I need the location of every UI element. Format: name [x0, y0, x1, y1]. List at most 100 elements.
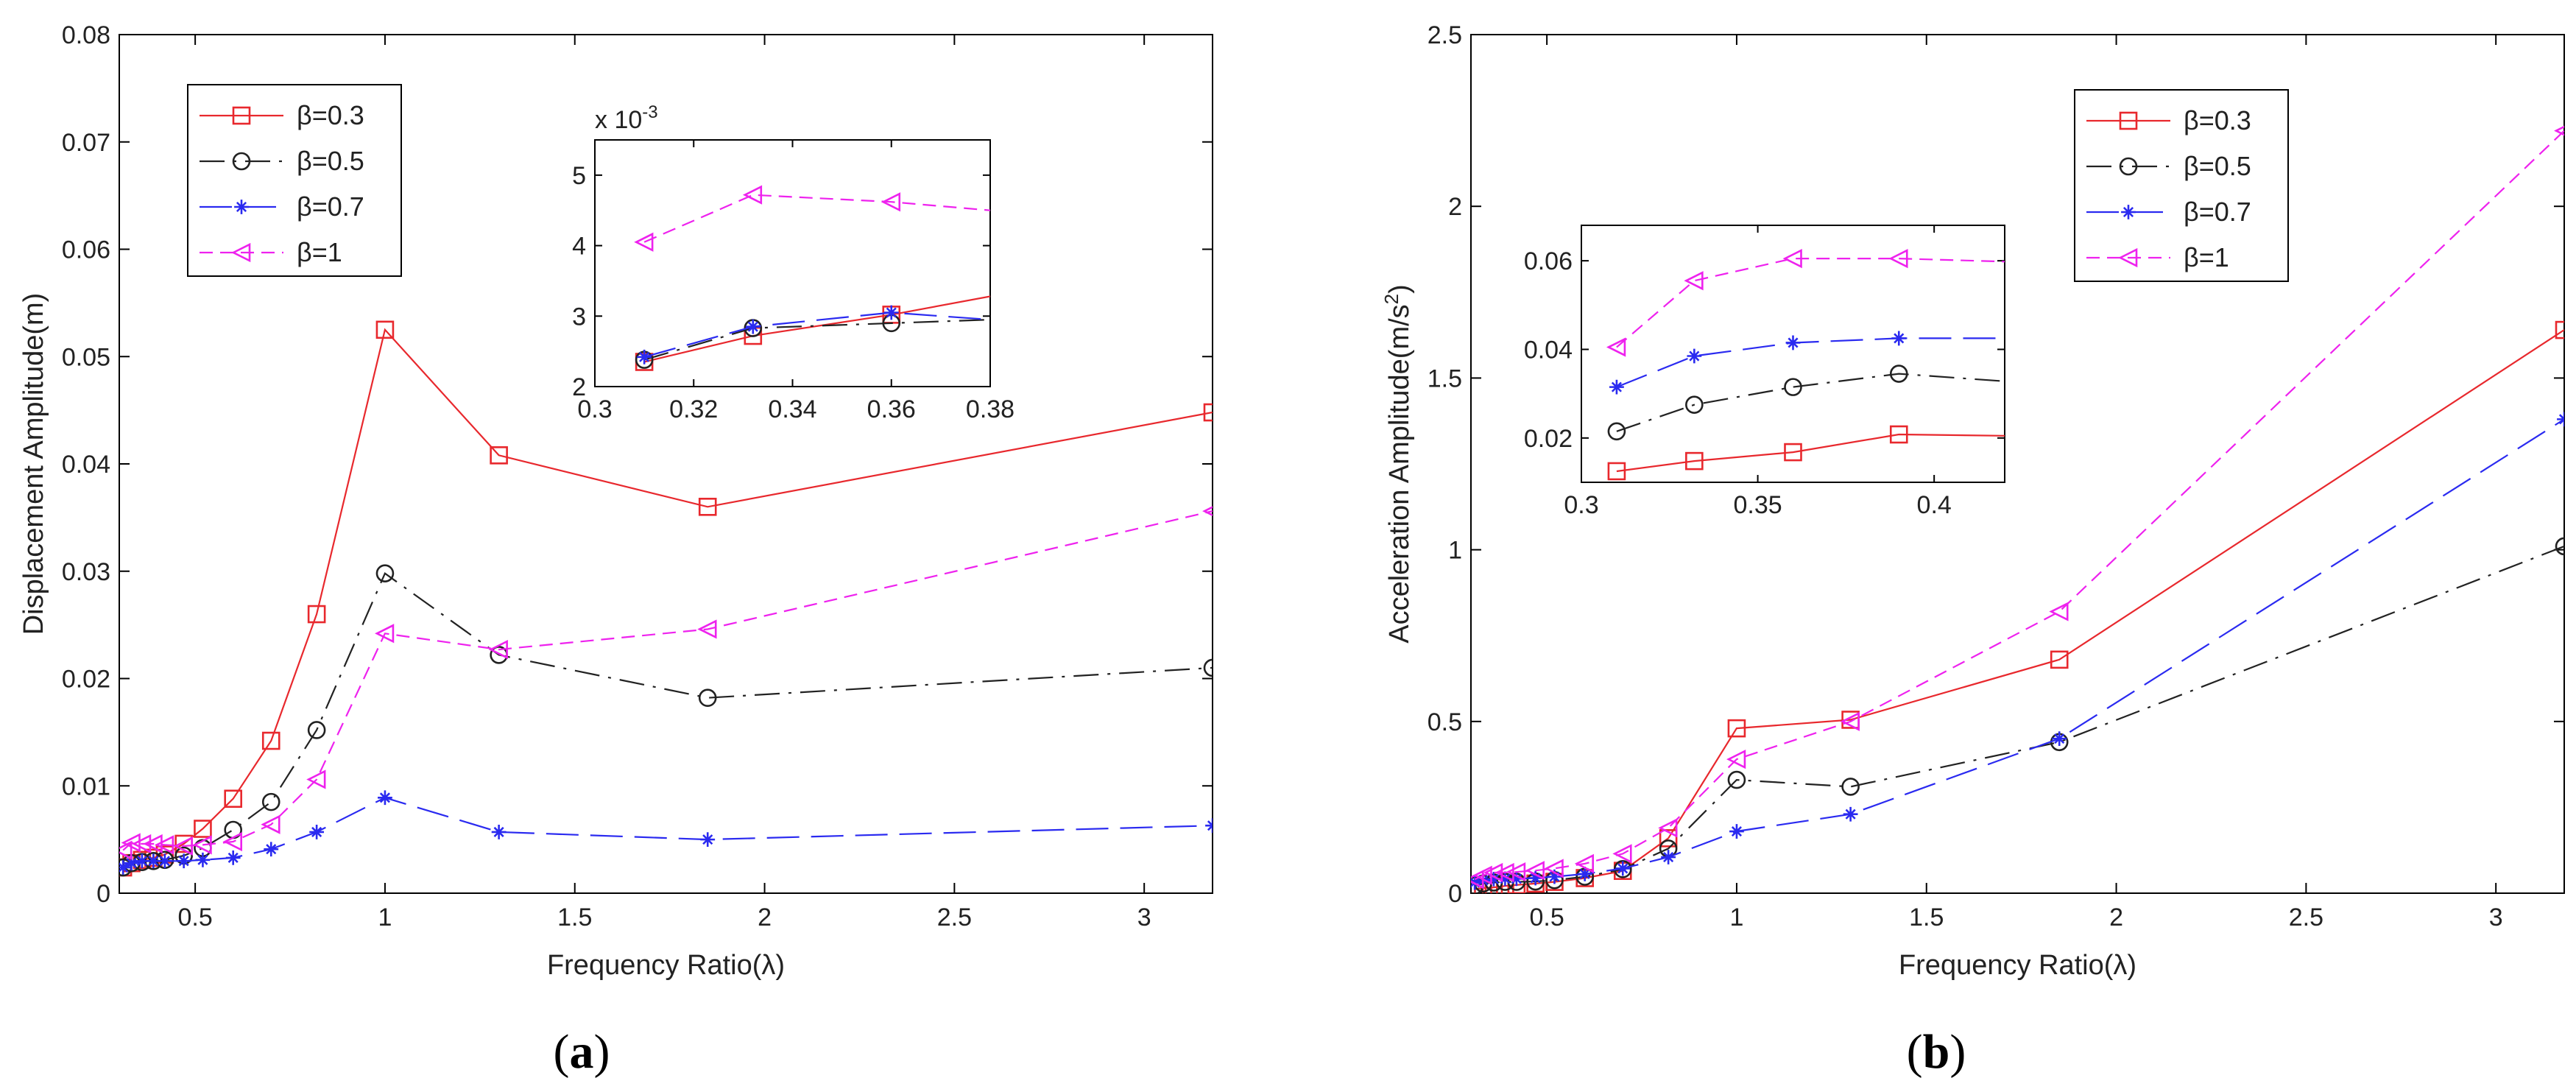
x-tick-label: 2.5: [2289, 903, 2323, 931]
inset-y-tick-label: 0.04: [1524, 336, 1573, 364]
inset-data-marker: [881, 192, 901, 212]
data-marker: [132, 834, 152, 854]
inset-data-marker: [1607, 422, 1626, 441]
legend-box: [187, 84, 402, 277]
legend-label: β=0.5: [2184, 151, 2251, 181]
inset-x-tick-label: 0.38: [966, 395, 1014, 423]
data-marker: [488, 640, 508, 660]
series-3: [119, 790, 1213, 875]
inset-y-tick-label: 0.06: [1524, 247, 1573, 275]
x-axis-label: Frequency Ratio(λ): [547, 950, 785, 981]
data-marker: [1727, 719, 1746, 738]
inset-series-line: [643, 295, 990, 363]
inset-data-marker: [1685, 451, 1704, 471]
inset-series-1: [1607, 425, 2005, 481]
inset-series-line: [1616, 373, 2005, 432]
data-marker: [1486, 871, 1501, 887]
inset-multiplier-exp: -3: [642, 102, 657, 122]
y-tick-label: 0.08: [62, 21, 110, 49]
inset-data-marker: [1889, 425, 1908, 444]
plot-area: [119, 320, 1213, 877]
y-tick-label: 0.06: [62, 236, 110, 264]
inset-data-marker: [1607, 462, 1626, 481]
legend-marker: [232, 152, 251, 171]
inset-data-marker: [1891, 331, 1907, 346]
inset-frame: [1581, 225, 2005, 483]
inset-series-line: [643, 194, 990, 243]
x-tick-label: 3: [2489, 903, 2503, 931]
data-marker: [154, 835, 174, 855]
inset-plot-area: [1606, 249, 2005, 481]
data-marker: [1574, 853, 1594, 873]
inset-data-marker: [742, 185, 763, 205]
inset-y-tick-label: 3: [572, 303, 586, 331]
inset-y-tick-label: 5: [572, 162, 586, 190]
data-marker: [1203, 403, 1213, 422]
y-tick-label: 0.02: [62, 666, 110, 694]
inset-data-marker: [634, 232, 654, 252]
data-marker: [225, 850, 241, 865]
inset-series-4: [1606, 249, 2005, 357]
data-marker: [1729, 824, 1744, 839]
data-marker: [698, 688, 717, 708]
chart-b-acceleration: 0.5 1 1.5 2 2.5 3 0 0.5 1 1.5 2 2.5 Frequency Ratio(…: [1380, 21, 2565, 981]
data-marker: [307, 721, 326, 739]
inset-series-line: [643, 319, 990, 361]
data-marker: [697, 619, 717, 639]
data-marker: [1528, 870, 1543, 886]
data-marker: [1577, 866, 1592, 881]
x-axis-label: Frequency Ratio(λ): [1899, 950, 2136, 981]
data-marker: [157, 853, 172, 869]
inset-data-marker: [1784, 443, 1802, 462]
x-tick-label: 1.5: [1909, 903, 1944, 931]
data-marker: [264, 842, 279, 857]
inset-data-marker: [745, 319, 761, 334]
x-tick-label: 2: [2109, 903, 2123, 931]
legend-label: β=0.7: [2184, 197, 2251, 227]
series-4: [119, 506, 1213, 860]
inset-y-tick-label: 4: [572, 233, 586, 261]
data-marker: [1203, 658, 1213, 677]
x-tick-label: 0.5: [1529, 903, 1564, 931]
y-tick-label: 0.05: [62, 343, 110, 371]
legend-label: β=0.3: [297, 100, 364, 130]
legend-marker: [234, 200, 249, 214]
x-tick-label: 3: [1137, 903, 1151, 931]
data-marker: [1726, 749, 1746, 769]
inset-data-marker: [1889, 364, 1908, 383]
data-marker: [1506, 862, 1526, 882]
y-tick-label: 1.5: [1428, 364, 1462, 392]
legend-label: β=0.5: [297, 146, 364, 176]
data-marker: [173, 836, 193, 856]
data-marker: [698, 497, 717, 516]
y-tick-label: 1: [1448, 537, 1462, 565]
x-tick-label: 2.5: [937, 903, 972, 931]
data-marker: [121, 833, 141, 853]
inset: 0.3 0.32 0.34 0.36 0.38 2 3 4 5 x 10-3: [572, 102, 1014, 423]
data-marker: [375, 624, 395, 644]
inset-series-3: [637, 305, 990, 364]
data-marker: [119, 860, 131, 875]
series-line: [1475, 329, 2564, 890]
data-marker: [1508, 871, 1524, 887]
data-marker: [491, 825, 507, 839]
inset-series-3: [1609, 331, 2005, 395]
y-axis-label-main: Acceleration Amplitude(m/s: [1384, 304, 1415, 643]
data-marker: [2052, 731, 2067, 747]
data-marker: [195, 852, 211, 867]
inset-data-marker: [1888, 249, 1908, 269]
data-marker: [1840, 711, 1860, 731]
x-tick-label: 1.5: [557, 903, 592, 931]
inset-x-tick-label: 0.4: [1917, 491, 1952, 519]
inset-x-tick-label: 0.36: [867, 395, 916, 423]
inset-data-marker: [637, 349, 652, 364]
y-tick-label: 0.07: [62, 129, 110, 157]
legend-marker: [2118, 247, 2138, 268]
data-marker: [1615, 861, 1631, 876]
data-marker: [192, 835, 212, 855]
inset-x-tick-label: 0.35: [1733, 491, 1782, 519]
data-marker: [1658, 818, 1678, 838]
x-tick-label: 2: [758, 903, 772, 931]
data-marker: [194, 820, 212, 838]
